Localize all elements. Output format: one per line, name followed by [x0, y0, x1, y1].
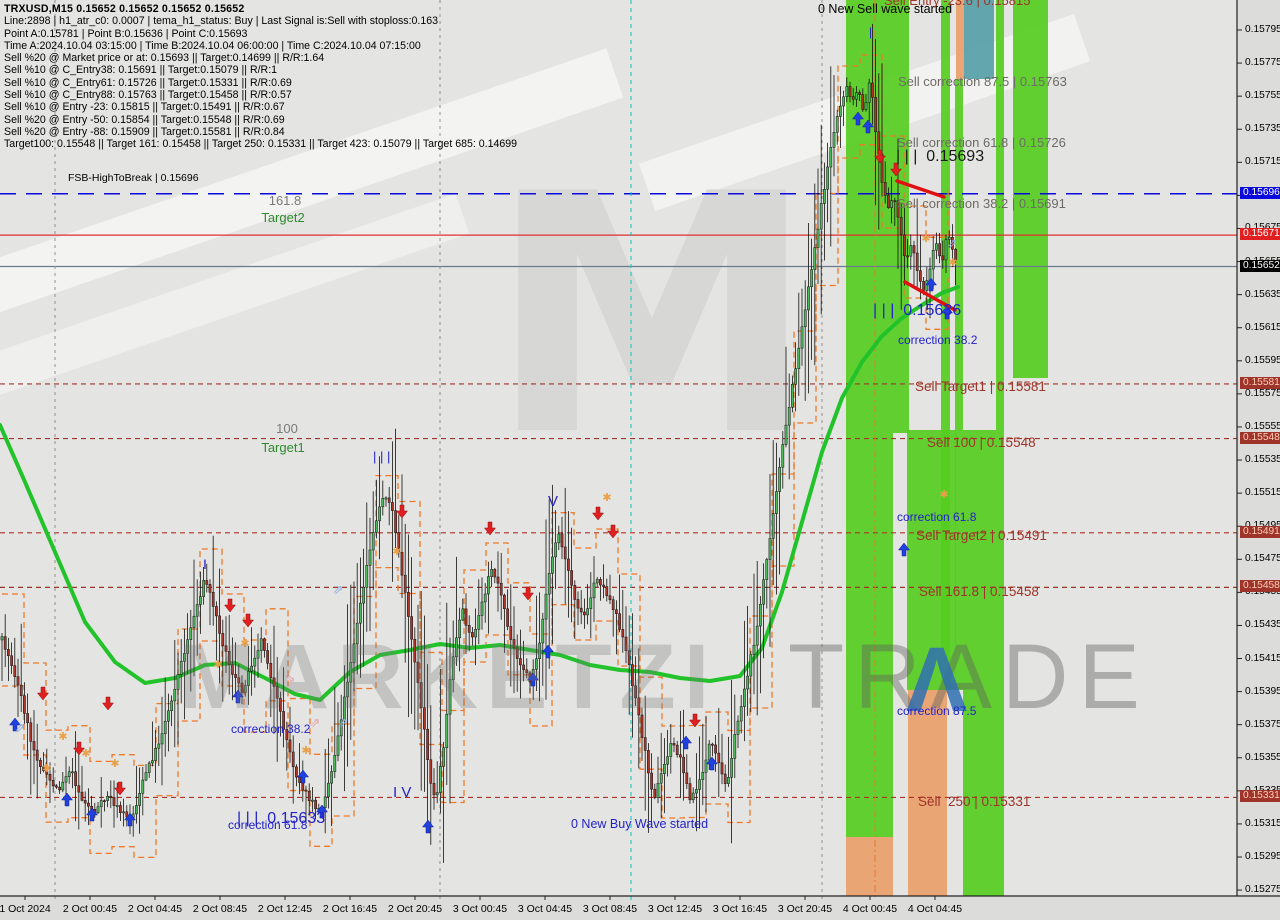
buy-arrow-icon [85, 807, 99, 822]
star-marker-icon: ✱ [921, 233, 930, 245]
sell-arrow-icon [101, 696, 115, 711]
buy-arrow-icon [924, 277, 938, 292]
star-marker-icon: ✱ [301, 745, 310, 757]
sell-arrow-icon [606, 524, 620, 539]
buy-arrow-icon [60, 792, 74, 807]
hollow-arrow-icon: ⇘ [285, 670, 296, 685]
star-marker-icon: ✱ [939, 489, 948, 501]
sell-arrow-icon [873, 149, 887, 164]
buy-arrow-icon [231, 689, 245, 704]
star-marker-icon: ✱ [110, 758, 119, 770]
sell-arrow-icon [223, 598, 237, 613]
buy-arrow-icon [541, 644, 555, 659]
axes [0, 0, 1280, 900]
wave-zone-bands [846, 0, 1048, 896]
sell-arrow-icon [889, 162, 903, 177]
star-marker-icon: ✱ [81, 748, 90, 760]
sell-arrow-icon [72, 741, 86, 756]
sell-arrow-icon [483, 521, 497, 536]
sell-arrow-icon [395, 504, 409, 519]
hollow-arrow-icon: ⇗ [947, 236, 958, 251]
sell-arrow-icon [113, 781, 127, 796]
sell-arrow-icon [591, 506, 605, 521]
buy-arrow-icon [851, 111, 865, 126]
buy-arrow-icon [315, 804, 329, 819]
star-marker-icon: ✱ [240, 638, 249, 650]
hollow-arrow-icon: ⇗ [310, 715, 321, 730]
level-lines [0, 192, 1237, 799]
star-marker-icon: ✱ [392, 546, 401, 558]
star-marker-icon: ✱ [58, 731, 67, 743]
buy-arrow-icon [897, 542, 911, 557]
star-marker-icon: ✱ [948, 257, 957, 269]
buy-arrow-icon [679, 735, 693, 750]
trendline-segments [895, 179, 957, 312]
signal-markers: ✱ ✱ ✱ ✱ ✱ ✱ ✱ ✱ ✱ ✱ ✱ ✱ ⇗ ⇘ ⇗ ⇗ ⇗ ⇗ [8, 111, 958, 834]
candlestick-series [0, 23, 957, 863]
buy-arrow-icon [526, 672, 540, 687]
svg-text:M: M [488, 124, 816, 508]
buy-arrow-icon [705, 756, 719, 771]
buy-arrow-icon [296, 769, 310, 784]
buy-arrow-icon [8, 717, 22, 732]
buy-arrow-icon [940, 305, 954, 320]
star-marker-icon: ✱ [42, 763, 51, 775]
sell-arrow-icon [36, 686, 50, 701]
star-marker-icon: ✱ [602, 492, 611, 504]
star-marker-icon: ✱ [213, 659, 222, 671]
sell-arrow-icon [241, 613, 255, 628]
hollow-arrow-icon: ⇗ [333, 582, 344, 597]
buy-arrow-icon [421, 819, 435, 834]
sell-arrow-icon [521, 586, 535, 601]
hollow-arrow-icon: ⇗ [338, 715, 349, 730]
hollow-arrow-icon: ⇗ [15, 720, 26, 735]
sell-arrow-icon [688, 713, 702, 728]
buy-arrow-icon [861, 119, 875, 134]
buy-arrow-icon [123, 812, 137, 827]
